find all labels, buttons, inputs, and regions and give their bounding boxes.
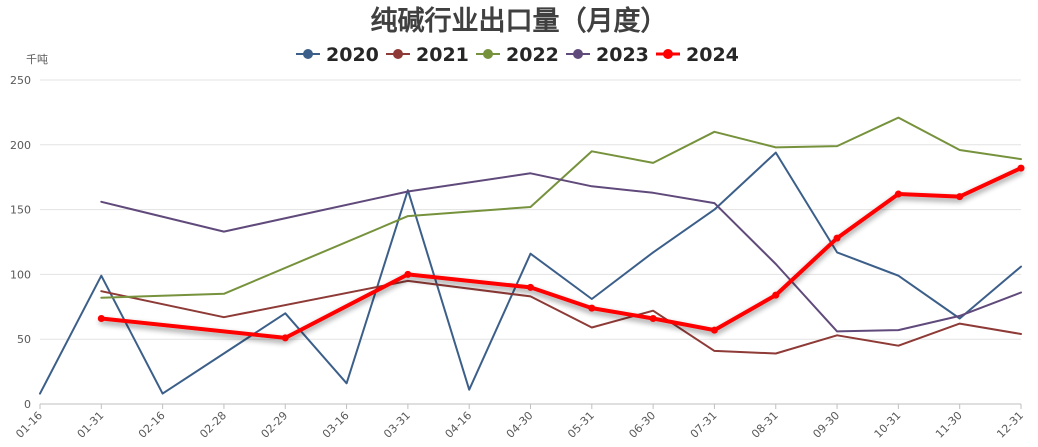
x-tick-label: 06-30 bbox=[626, 409, 658, 441]
data-point-2024 bbox=[527, 283, 534, 291]
data-point-2024 bbox=[833, 234, 841, 242]
y-tick-label: 200 bbox=[10, 139, 31, 152]
x-tick-label: 01-31 bbox=[75, 409, 107, 441]
series-line-2020 bbox=[39, 151, 1022, 395]
data-point-2024 bbox=[894, 190, 902, 198]
y-axis-ticks: 0 50 100 150 200 250 bbox=[10, 74, 31, 411]
legend-item-2020: 2020 bbox=[296, 44, 379, 66]
legend-swatch-marker bbox=[573, 49, 583, 59]
y-tick-label: 100 bbox=[10, 268, 31, 281]
legend: 2020 2021 2022 2023 2024 bbox=[296, 44, 739, 66]
legend-swatch-marker bbox=[483, 49, 493, 59]
data-point-2024 bbox=[956, 193, 964, 201]
y-tick-label: 250 bbox=[10, 74, 31, 87]
x-tick-label: 04-30 bbox=[504, 409, 536, 441]
x-tick-label: 04-16 bbox=[443, 409, 475, 441]
data-point-2024 bbox=[1017, 164, 1025, 172]
legend-label: 2020 bbox=[326, 44, 379, 66]
data-point-2024 bbox=[281, 334, 289, 342]
legend-label: 2021 bbox=[416, 44, 469, 66]
legend-label: 2024 bbox=[686, 44, 739, 66]
unit-label: 千吨 bbox=[26, 53, 48, 66]
x-tick-label: 07-31 bbox=[688, 409, 720, 441]
x-tick-label: 10-31 bbox=[872, 409, 904, 441]
data-point-2024 bbox=[772, 291, 780, 299]
series-line-2023 bbox=[100, 172, 1022, 333]
legend-swatch-marker bbox=[663, 49, 673, 59]
x-tick-label: 03-16 bbox=[320, 409, 352, 441]
legend-item-2021: 2021 bbox=[386, 44, 469, 66]
series-line-2021 bbox=[100, 279, 1022, 355]
x-tick-label: 12-31 bbox=[994, 409, 1026, 441]
x-tick-label: 08-31 bbox=[749, 409, 781, 441]
x-tick-label: 03-31 bbox=[381, 409, 413, 441]
data-point-2024 bbox=[588, 304, 596, 312]
legend-label: 2022 bbox=[506, 44, 559, 66]
series-lines bbox=[39, 116, 1025, 395]
x-axis-ticks: 01-16 01-31 02-16 02-28 02-29 03-16 03-31 04-16… bbox=[13, 404, 1026, 441]
data-point-2024 bbox=[404, 270, 412, 278]
x-tick-label: 05-31 bbox=[565, 409, 597, 441]
x-tick-label: 02-28 bbox=[197, 409, 229, 441]
legend-item-2024: 2024 bbox=[656, 44, 739, 66]
legend-item-2023: 2023 bbox=[566, 44, 649, 66]
series-line-2024 bbox=[99, 166, 1023, 340]
y-tick-label: 50 bbox=[17, 333, 31, 346]
x-tick-label: 09-30 bbox=[810, 409, 842, 441]
data-point-2024 bbox=[97, 314, 105, 322]
legend-item-2022: 2022 bbox=[476, 44, 559, 66]
legend-swatch-marker bbox=[303, 49, 313, 59]
x-tick-label: 02-16 bbox=[136, 409, 168, 441]
x-tick-label: 01-16 bbox=[13, 409, 45, 441]
x-tick-label: 11-30 bbox=[933, 409, 965, 441]
series-line-2022 bbox=[100, 116, 1022, 299]
legend-label: 2023 bbox=[596, 44, 649, 66]
data-point-2024 bbox=[710, 326, 718, 334]
chart-title: 纯碱行业出口量（月度） bbox=[371, 5, 668, 37]
legend-swatch-marker bbox=[393, 49, 403, 59]
y-tick-label: 150 bbox=[10, 204, 31, 217]
y-tick-label: 0 bbox=[24, 398, 31, 411]
data-point-2024 bbox=[649, 314, 657, 322]
x-tick-label: 02-29 bbox=[259, 409, 291, 441]
